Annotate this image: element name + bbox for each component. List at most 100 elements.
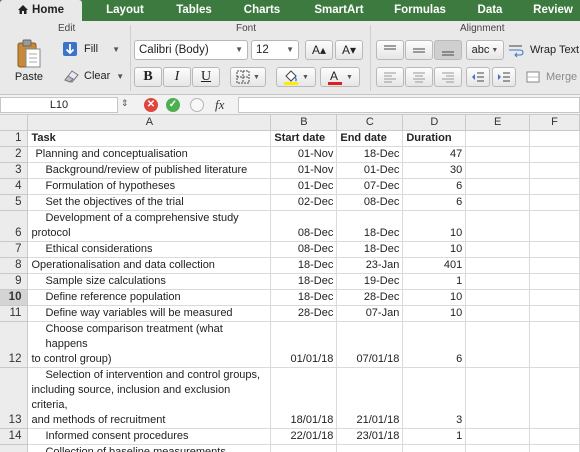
duration-cell[interactable]: 6 [402, 194, 467, 211]
name-box[interactable]: L10 [0, 97, 118, 113]
bold-button[interactable]: B [134, 67, 162, 87]
empty-cell[interactable] [529, 367, 580, 429]
font-color-button[interactable]: A ▼ [320, 67, 360, 87]
task-cell[interactable]: Background/review of published literatur… [27, 162, 272, 179]
empty-cell[interactable] [529, 210, 580, 242]
empty-cell[interactable] [465, 162, 531, 179]
end-date-cell[interactable]: 23/01/18 [336, 428, 404, 445]
font-size-select[interactable]: 12 ▼ [251, 40, 299, 60]
row-header[interactable]: 10 [0, 289, 29, 306]
fill-button[interactable]: Fill ▼ [62, 40, 120, 58]
row-header[interactable]: 12 [0, 321, 29, 368]
fill-color-button[interactable]: ▼ [276, 67, 316, 87]
function-wizard-icon[interactable] [190, 98, 204, 112]
empty-cell[interactable] [465, 130, 531, 147]
duration-cell[interactable]: 47 [402, 146, 467, 163]
italic-button[interactable]: I [163, 67, 191, 87]
start-date-cell[interactable]: 28-Dec [270, 305, 338, 322]
duration-cell[interactable]: 10 [402, 210, 467, 242]
empty-cell[interactable] [529, 130, 580, 147]
row-header[interactable]: 5 [0, 194, 29, 211]
empty-cell[interactable] [465, 428, 531, 445]
empty-cell[interactable] [465, 257, 531, 274]
align-left-button[interactable] [376, 67, 404, 87]
task-cell[interactable]: Operationalisation and data collection [27, 257, 272, 274]
start-date-cell[interactable]: 18-Dec [270, 273, 338, 290]
duration-cell[interactable]: 30 [402, 162, 467, 179]
empty-cell[interactable] [465, 210, 531, 242]
start-date-cell[interactable]: 22/01/18 [270, 428, 338, 445]
duration-cell[interactable]: 3 [402, 367, 467, 429]
align-top-button[interactable] [376, 40, 404, 60]
end-date-cell[interactable]: 23/01/18 [336, 444, 404, 452]
name-box-stepper-icon[interactable]: ⇕ [121, 98, 129, 108]
empty-cell[interactable] [529, 178, 580, 195]
row-header[interactable]: 3 [0, 162, 29, 179]
empty-cell[interactable] [529, 444, 580, 452]
align-center-button[interactable] [405, 67, 433, 87]
row-header[interactable]: 1 [0, 130, 29, 147]
increase-font-size-button[interactable]: A▴ [305, 40, 333, 60]
empty-cell[interactable] [529, 305, 580, 322]
orientation-button[interactable]: abc ▼ [466, 40, 504, 60]
start-date-cell[interactable]: 02-Dec [270, 194, 338, 211]
empty-cell[interactable] [465, 321, 531, 368]
empty-cell[interactable] [465, 367, 531, 429]
duration-cell[interactable]: 10 [402, 289, 467, 306]
start-date-cell[interactable]: 18-Dec [270, 289, 338, 306]
start-date-cell[interactable]: 01-Nov [270, 146, 338, 163]
tab-charts[interactable]: Charts [234, 0, 290, 21]
start-date-cell[interactable]: 08-Dec [270, 241, 338, 258]
row-header[interactable]: 8 [0, 257, 29, 274]
column-header-e[interactable]: E [465, 115, 531, 131]
select-all-corner[interactable] [0, 115, 29, 131]
duration-cell[interactable]: 6 [402, 321, 467, 368]
row-header[interactable]: 7 [0, 241, 29, 258]
empty-cell[interactable] [529, 194, 580, 211]
end-date-cell[interactable]: 07-Dec [336, 178, 404, 195]
column-header-a[interactable]: A [27, 115, 272, 131]
duration-cell[interactable]: 6 [402, 178, 467, 195]
empty-cell[interactable] [465, 178, 531, 195]
empty-cell[interactable] [465, 289, 531, 306]
align-middle-button[interactable] [405, 40, 433, 60]
column-header-c[interactable]: C [336, 115, 404, 131]
wrap-text-button[interactable]: Wrap Text [508, 42, 579, 58]
start-date-cell[interactable]: 23/01/18 [270, 444, 338, 452]
start-date-cell[interactable]: 08-Dec [270, 210, 338, 242]
duration-cell[interactable]: 1 [402, 428, 467, 445]
decrease-font-size-button[interactable]: A▾ [335, 40, 363, 60]
task-cell[interactable]: Selection of intervention and control gr… [27, 367, 272, 429]
task-cell[interactable]: Ethical considerations [27, 241, 272, 258]
row-header[interactable]: 14 [0, 428, 29, 445]
end-date-cell[interactable]: 23-Jan [336, 257, 404, 274]
empty-cell[interactable] [465, 273, 531, 290]
end-date-cell[interactable]: 21/01/18 [336, 367, 404, 429]
merge-button[interactable]: Merge [526, 69, 577, 85]
tab-layout[interactable]: Layout [94, 0, 156, 21]
tab-formulas[interactable]: Formulas [386, 0, 454, 21]
row-header[interactable]: 15 [0, 444, 29, 452]
empty-cell[interactable] [529, 162, 580, 179]
start-date-cell[interactable]: 18/01/18 [270, 367, 338, 429]
empty-cell[interactable] [465, 194, 531, 211]
empty-cell[interactable] [529, 273, 580, 290]
duration-cell[interactable]: 401 [402, 257, 467, 274]
row-header[interactable]: 4 [0, 178, 29, 195]
borders-button[interactable]: ▼ [230, 67, 266, 87]
empty-cell[interactable] [465, 241, 531, 258]
underline-button[interactable]: U [192, 67, 220, 87]
row-header[interactable]: 6 [0, 210, 29, 242]
tab-smartart[interactable]: SmartArt [304, 0, 374, 21]
tab-data[interactable]: Data [468, 0, 512, 21]
confirm-icon[interactable]: ✓ [166, 98, 180, 112]
start-date-cell[interactable]: 01/01/18 [270, 321, 338, 368]
row-header[interactable]: 11 [0, 305, 29, 322]
start-date-cell[interactable]: 18-Dec [270, 257, 338, 274]
duration-cell[interactable]: Duration [402, 130, 467, 147]
column-header-d[interactable]: D [402, 115, 467, 131]
empty-cell[interactable] [465, 305, 531, 322]
end-date-cell[interactable]: 28-Dec [336, 289, 404, 306]
duration-cell[interactable]: 10 [402, 241, 467, 258]
empty-cell[interactable] [529, 321, 580, 368]
